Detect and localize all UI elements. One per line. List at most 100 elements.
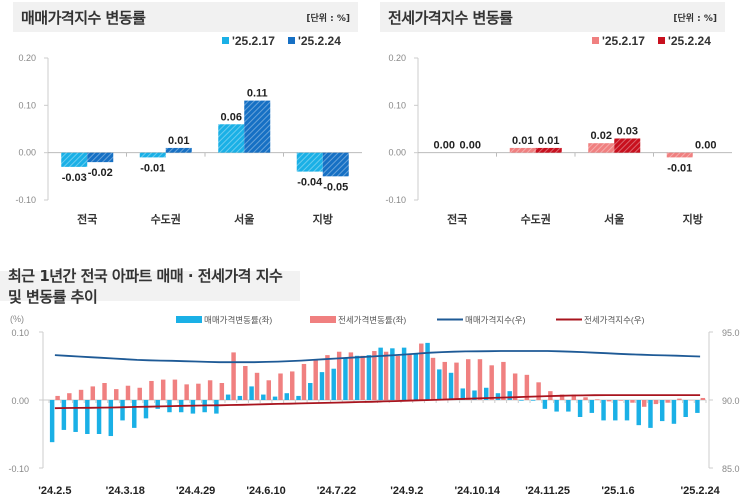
trend-bar-sale [108, 400, 114, 437]
sale-legend-label-0: '25.2.17 [232, 34, 275, 48]
trend-bar-sale [448, 372, 454, 400]
jeonse-bar [509, 147, 536, 153]
trend-bar-sale [577, 400, 583, 417]
sale-y-tick-label: 0.10 [18, 100, 36, 110]
trend-x-tick-label: '24.6.10 [246, 485, 285, 497]
trend-bar-sale [472, 390, 477, 400]
trend-bar-sale [132, 400, 137, 428]
trend-bar-jeonse [254, 372, 260, 400]
trend-bar-jeonse [90, 386, 96, 400]
trend-bar-sale [272, 396, 278, 400]
trend-bar-sale [249, 386, 254, 400]
trend-bar-jeonse [583, 397, 588, 400]
trend-bar-jeonse [407, 354, 412, 400]
trend-y-right-tick-label: 85.0 [722, 464, 740, 474]
sale-category-label: 지방 [313, 212, 333, 226]
jeonse-y-tick-label: 0.20 [388, 53, 406, 63]
trend-bar-sale [683, 400, 688, 417]
trend-bar-sale [425, 342, 430, 400]
sale-data-label: -0.04 [297, 177, 323, 189]
sale-legend-label-1: '25.2.24 [298, 34, 341, 48]
jeonse-legend-label-1: '25.2.24 [668, 34, 711, 48]
trend-bar-jeonse [477, 359, 483, 400]
trend-bar-sale [613, 400, 618, 421]
sale-bar [165, 147, 192, 153]
trend-legend-label-0: 매매가격변동률(좌) [204, 315, 272, 325]
trend-bar-sale [401, 347, 407, 400]
trend-bar-sale [96, 400, 102, 434]
trend-x-tick-label: '24.4.29 [176, 485, 215, 497]
trend-bar-sale [390, 348, 395, 400]
trend-bar-jeonse [489, 365, 494, 400]
trend-bar-sale [143, 400, 149, 419]
trend-bar-sale [636, 400, 641, 426]
jeonse-bar [535, 147, 562, 153]
trend-bar-jeonse [149, 380, 154, 400]
trend-bar-sale [73, 400, 78, 432]
trend-legend-label-3: 전세가격지수(우) [584, 315, 645, 325]
trend-bar-jeonse [524, 374, 530, 400]
trend-legend-label-2: 매매가격지수(우) [465, 315, 526, 325]
jeonse-category-label: 수도권 [521, 213, 551, 226]
trend-y-left-tick-label: 0.10 [11, 328, 29, 338]
jeonse-data-label: 0.00 [434, 140, 455, 152]
trend-bar-sale [437, 369, 442, 400]
trend-bar-jeonse [219, 383, 225, 400]
trend-bar-sale [155, 400, 160, 409]
jeonse-data-label: 0.00 [460, 140, 481, 152]
trend-bar-sale [366, 355, 372, 400]
trend-bar-sale [61, 400, 67, 430]
jeonse-legend-label-0: '25.2.17 [602, 34, 645, 48]
trend-bar-jeonse [336, 351, 342, 400]
trend-x-tick-label: '24.9.2 [390, 485, 423, 497]
trend-chart: (%) 매매가격변동률(좌) 전세가격변동률(좌) 매매가격지수(우) 전세가격지수(우… [8, 314, 740, 497]
trend-bar-jeonse [419, 343, 424, 400]
trend-bar-jeonse [231, 352, 236, 400]
trend-bar-sale [120, 400, 125, 421]
trend-bar-jeonse [430, 357, 436, 400]
trend-line-jeonse-index [54, 394, 701, 410]
trend-bar-jeonse [618, 400, 623, 401]
trend-y-right-tick-label: 95.0 [722, 328, 740, 338]
trend-bar-jeonse [606, 400, 612, 402]
jeonse-data-label: 0.03 [617, 125, 638, 137]
jeonse-legend-swatch-0 [592, 37, 599, 44]
trend-bar-sale [554, 400, 559, 412]
trend-x-tick-label: '24.7.22 [317, 485, 356, 497]
trend-bar-jeonse [501, 361, 506, 400]
trend-bar-sale [214, 400, 219, 414]
jeonse-data-label: 0.00 [695, 140, 716, 152]
trend-legend-swatch-1 [310, 316, 336, 323]
sale-bar [139, 152, 166, 158]
trend-bar-jeonse [102, 383, 107, 400]
sale-legend-swatch-0 [222, 37, 229, 44]
trend-bar-jeonse [125, 385, 131, 400]
trend-bar-sale [319, 372, 325, 400]
trend-bar-jeonse [653, 400, 659, 405]
trend-bar-sale [601, 400, 606, 421]
jeonse-category-label: 서울 [604, 212, 624, 226]
trend-bar-sale [519, 400, 524, 401]
trend-bar-jeonse [114, 389, 119, 400]
trend-x-tick-label: '24.3.18 [106, 485, 145, 497]
trend-bar-sale [308, 383, 313, 400]
sale-category-label: 전국 [77, 212, 97, 226]
trend-x-tick-label: '24.10.14 [455, 485, 501, 497]
trend-bar-sale [460, 388, 465, 400]
trend-bar-jeonse [348, 352, 354, 400]
trend-bar-jeonse [78, 389, 84, 400]
sale-category-label: 수도권 [151, 213, 181, 226]
trend-bar-jeonse [595, 399, 600, 400]
trend-bar-sale [331, 368, 336, 400]
trend-bar-jeonse [172, 379, 178, 400]
jeonse-data-label: -0.01 [667, 162, 692, 174]
jeonse-change-chart: '25.2.17 '25.2.24 0.20 0.10 0.00 -0.10 전국 0.00 0… [385, 34, 732, 226]
trend-bar-sale [566, 400, 571, 412]
trend-bar-sale [85, 400, 90, 434]
trend-bar-jeonse [184, 384, 189, 400]
trend-y-right-tick-label: 90.0 [722, 396, 740, 406]
trend-bar-jeonse [55, 395, 60, 400]
trend-bar-sale [378, 347, 383, 400]
trend-bar-jeonse [454, 362, 459, 400]
trend-bar-jeonse [243, 366, 248, 400]
